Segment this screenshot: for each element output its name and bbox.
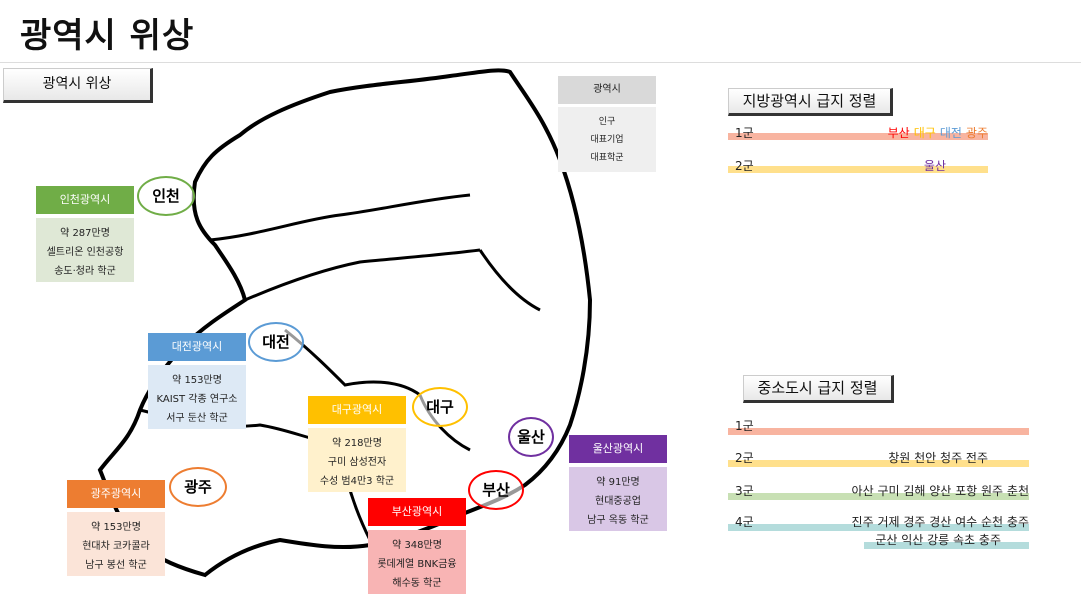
- tier-cities: 부산 대구 대전 광주: [884, 124, 988, 141]
- section-button[interactable]: 광역시 위상: [3, 68, 153, 103]
- legend-line: 대표학군: [590, 153, 624, 163]
- city-info-line: 약 218만명: [332, 438, 382, 449]
- tier-city: 부산: [887, 126, 910, 140]
- tier-bar: [728, 428, 1029, 435]
- city-marker-incheon: 인천: [137, 176, 195, 216]
- legend-card: 광역시 인구 대표기업 대표학군: [558, 76, 656, 172]
- city-info-line: 약 348만명: [392, 540, 442, 551]
- tier-cities: 군산 익산 강릉 속초 충주: [875, 533, 1001, 547]
- tier-city: 대전: [939, 126, 962, 140]
- tier-bar: [864, 542, 1029, 549]
- tier-label: 1군: [735, 126, 754, 140]
- city-info-line: 서구 둔산 학군: [166, 413, 228, 424]
- legend-header: 광역시: [558, 76, 656, 104]
- title-divider: [0, 62, 1081, 63]
- tier-cities: 창원 천안 청주 전주: [888, 451, 988, 465]
- legend-line: 대표기업: [590, 135, 624, 145]
- legend-line: 인구: [598, 117, 616, 127]
- tier-label: 4군: [735, 515, 754, 529]
- tier-bar: [728, 133, 988, 140]
- tier-city: 울산: [923, 159, 946, 173]
- city-info-line: 현대차 코카콜라: [82, 541, 150, 552]
- city-card-header: 울산광역시: [569, 435, 667, 463]
- city-marker-daejeon: 대전: [248, 322, 304, 362]
- city-card-header: 부산광역시: [368, 498, 466, 526]
- city-info-line: 약 91만명: [596, 477, 640, 488]
- tier-cities: 진주 거제 경주 경산 여수 순천 충주: [851, 515, 1029, 529]
- page-title: 광역시 위상: [20, 16, 195, 56]
- legend-body: 인구 대표기업 대표학군: [558, 107, 656, 172]
- city-info-line: 약 153만명: [91, 522, 141, 533]
- city-info-line: 롯데계열 BNK금융: [377, 559, 457, 570]
- city-info-line: 약 287만명: [60, 228, 110, 239]
- tier-city: 광주: [965, 126, 988, 140]
- city-info-line: 송도·청라 학군: [54, 266, 116, 277]
- tier-bar: [728, 524, 1029, 531]
- tier-label: 3군: [735, 484, 754, 498]
- city-marker-gwangju: 광주: [169, 467, 227, 507]
- tier-bar: [728, 493, 1029, 500]
- city-card-header: 인천광역시: [36, 186, 134, 214]
- city-marker-ulsan: 울산: [508, 417, 554, 457]
- city-info-line: 현대중공업: [595, 496, 641, 507]
- tier-cities: 울산: [920, 157, 946, 174]
- city-info-line: 해수동 학군: [392, 578, 442, 589]
- tier-bar: [728, 460, 1029, 467]
- city-marker-busan: 부산: [468, 470, 524, 510]
- city-info-line: 약 153만명: [172, 375, 222, 386]
- tier-city: 대구: [913, 126, 936, 140]
- city-info-line: 남구 옥동 학군: [587, 515, 649, 526]
- city-card-header: 대전광역시: [148, 333, 246, 361]
- city-info-line: 수성 범4만3 학군: [319, 476, 395, 487]
- tier-label: 2군: [735, 159, 754, 173]
- city-card-header: 대구광역시: [308, 396, 406, 424]
- province-borders: [139, 193, 541, 541]
- tier-cities: 아산 구미 김해 양산 포항 원주 춘천: [851, 484, 1029, 498]
- small-ranking-title: 중소도시 급지 정렬: [743, 375, 894, 403]
- city-card-header: 광주광역시: [67, 480, 165, 508]
- tier-label: 2군: [735, 451, 754, 465]
- city-info-line: 남구 봉선 학군: [85, 560, 147, 571]
- tier-bar: [728, 166, 988, 173]
- city-info-line: 구미 삼성전자: [327, 457, 387, 468]
- city-marker-daegu: 대구: [412, 387, 468, 427]
- city-info-line: 셀트리온 인천공항: [46, 247, 124, 258]
- city-info-line: KAIST 각종 연구소: [156, 394, 238, 405]
- tier-label: 1군: [735, 419, 754, 433]
- metro-ranking-title: 지방광역시 급지 정렬: [728, 88, 893, 116]
